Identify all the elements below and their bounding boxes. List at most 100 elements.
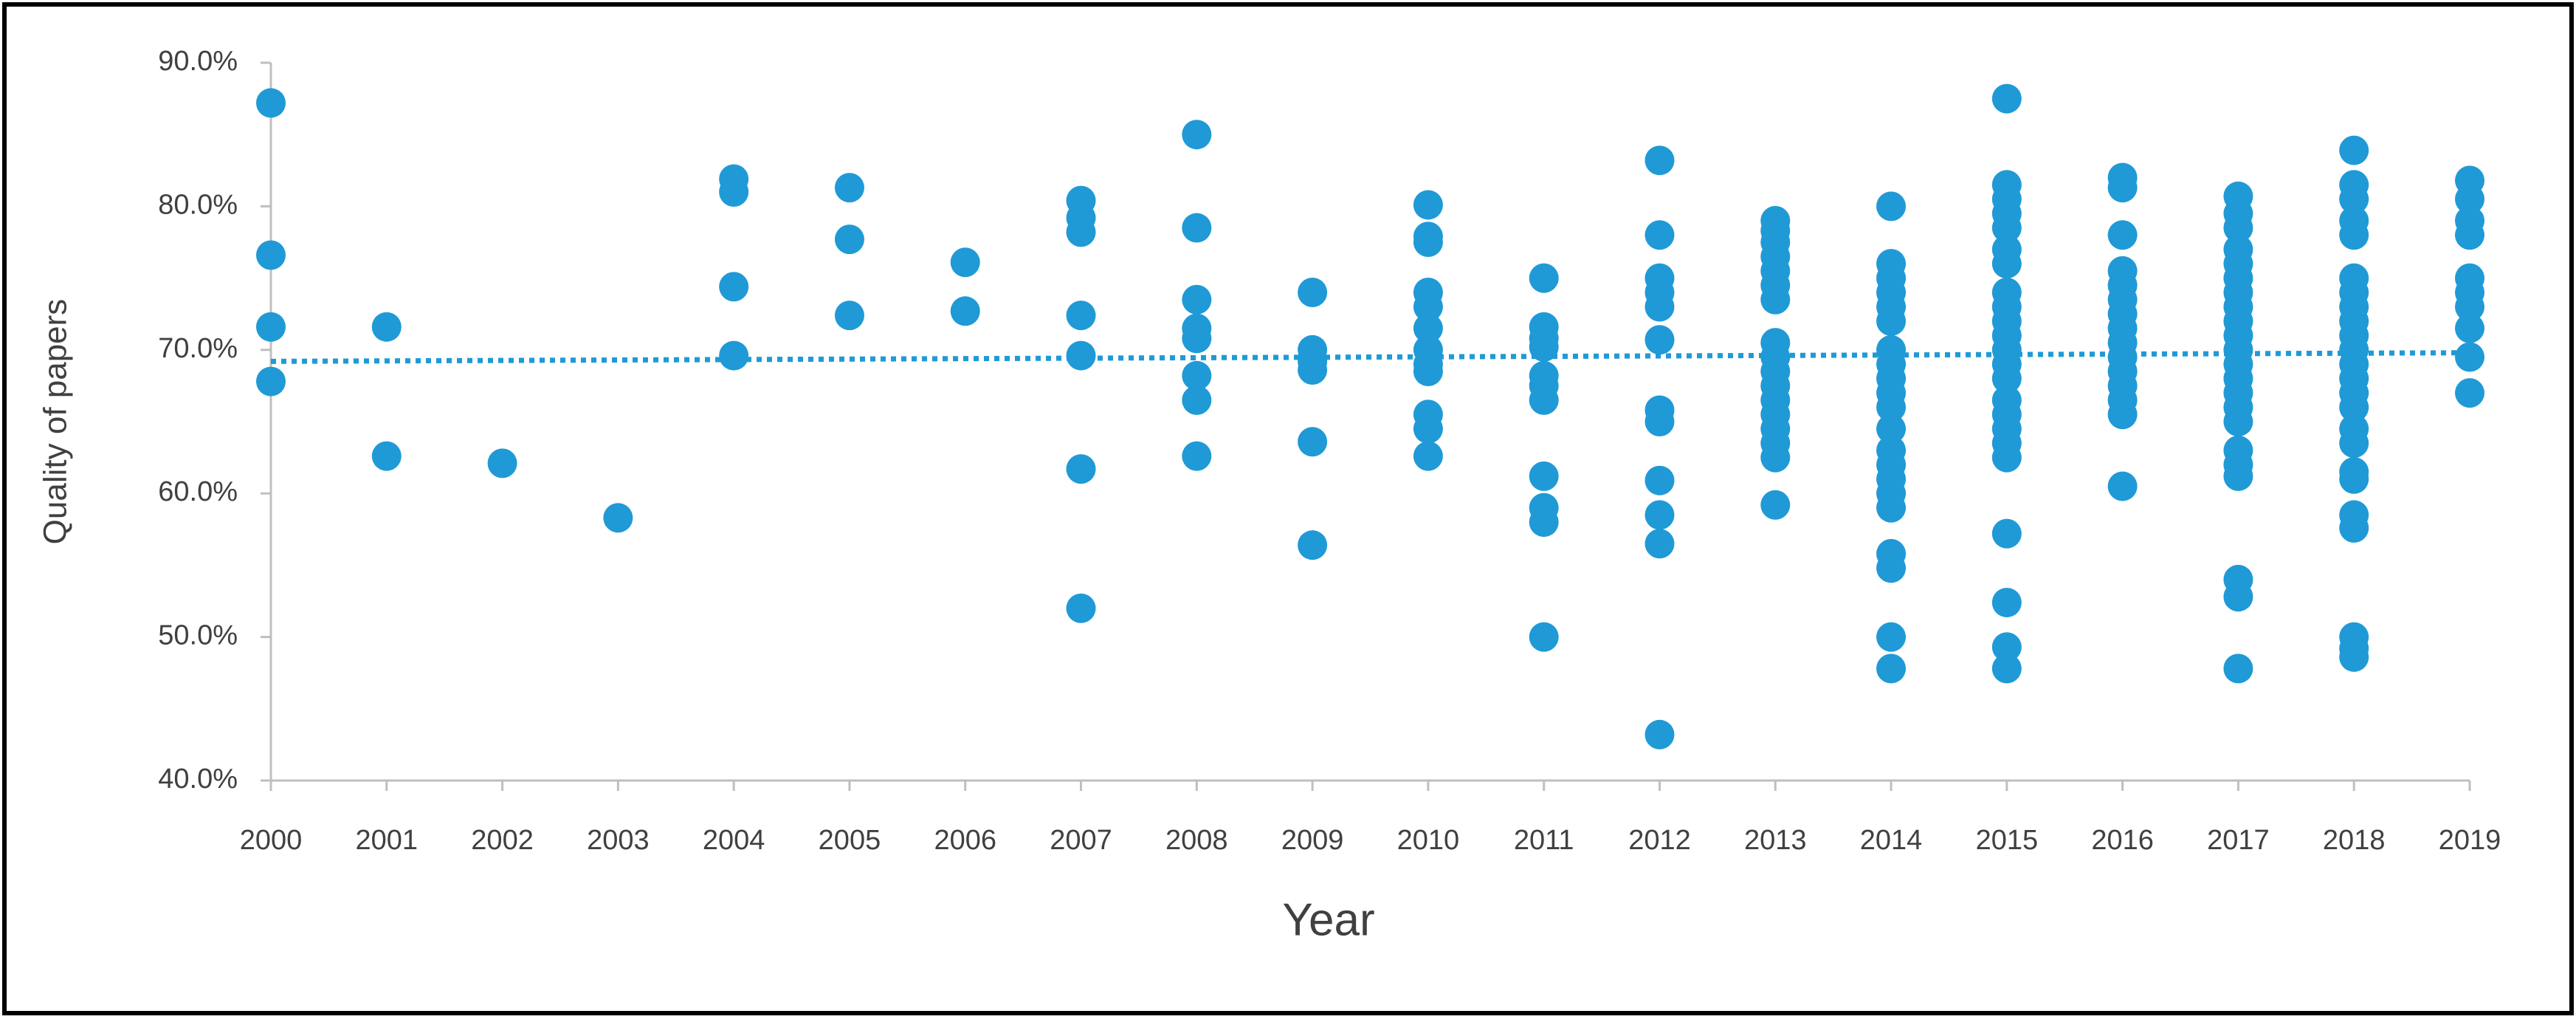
y-axis-label: Quality of papers: [38, 299, 74, 545]
point: [2339, 428, 2369, 459]
point: [834, 224, 864, 255]
point: [2339, 512, 2369, 543]
point: [1298, 278, 1328, 308]
x-tick-label: 2016: [2091, 825, 2154, 856]
y-tick-label: 80.0%: [158, 189, 238, 220]
point: [1413, 414, 1443, 444]
x-tick-label: 2013: [1744, 825, 1807, 856]
x-tick-label: 2006: [934, 825, 996, 856]
x-tick-label: 2010: [1397, 825, 1460, 856]
x-tick-label: 2008: [1165, 825, 1228, 856]
point: [256, 366, 286, 397]
point: [1645, 500, 1675, 530]
x-tick-label: 2009: [1281, 825, 1344, 856]
point: [1529, 385, 1559, 415]
point: [1182, 120, 1212, 150]
point: [1529, 263, 1559, 293]
point: [1182, 385, 1212, 415]
point: [2455, 313, 2484, 343]
point: [1645, 145, 1675, 176]
point: [1298, 530, 1328, 560]
point: [1529, 622, 1559, 652]
y-tick-label: 90.0%: [158, 46, 238, 77]
x-tick-label: 2001: [356, 825, 419, 856]
point: [2107, 173, 2138, 203]
point: [2339, 220, 2369, 250]
x-axis-label: Year: [1282, 894, 1374, 945]
point: [1991, 587, 2022, 617]
point: [2339, 135, 2369, 165]
x-tick-label: 2002: [471, 825, 534, 856]
point: [1182, 360, 1212, 391]
point: [1991, 363, 2022, 394]
point: [2223, 461, 2253, 491]
point: [1991, 83, 2022, 114]
point: [487, 448, 517, 479]
point: [1413, 190, 1443, 220]
point: [256, 240, 286, 270]
point: [1991, 518, 2022, 549]
point: [1991, 632, 2022, 662]
point: [1645, 325, 1675, 355]
point: [1645, 220, 1675, 250]
point: [1991, 654, 2022, 684]
point: [1645, 465, 1675, 495]
point: [1876, 414, 1907, 444]
point: [1182, 213, 1212, 243]
point: [719, 176, 749, 207]
point: [950, 296, 980, 326]
point: [2339, 464, 2369, 494]
point: [950, 247, 980, 278]
point: [2455, 378, 2484, 408]
point: [2455, 342, 2484, 372]
point: [1991, 213, 2022, 243]
y-tick-label: 70.0%: [158, 333, 238, 364]
point: [1182, 323, 1212, 354]
point: [1876, 392, 1907, 422]
point: [2455, 292, 2484, 322]
y-tick-label: 50.0%: [158, 620, 238, 651]
point: [2223, 654, 2253, 684]
point: [2339, 392, 2369, 422]
x-tick-label: 2018: [2323, 825, 2386, 856]
point: [834, 301, 864, 331]
point: [1760, 442, 1791, 473]
x-tick-label: 2005: [819, 825, 881, 856]
point: [1066, 301, 1096, 331]
point: [1413, 441, 1443, 471]
x-tick-label: 2007: [1050, 825, 1112, 856]
point: [1298, 355, 1328, 385]
point: [2223, 407, 2253, 436]
point: [256, 88, 286, 118]
point: [1876, 493, 1907, 523]
point: [719, 340, 749, 371]
point: [2223, 213, 2253, 243]
point: [2223, 582, 2253, 612]
point: [371, 312, 402, 342]
trendline: [270, 350, 2470, 364]
point: [1413, 227, 1443, 257]
point: [1876, 191, 1907, 222]
point: [1182, 441, 1212, 471]
x-tick-label: 2015: [1976, 825, 2039, 856]
point: [2107, 399, 2138, 430]
point: [1991, 249, 2022, 279]
point: [2339, 184, 2369, 214]
point: [1413, 356, 1443, 386]
point: [2107, 220, 2138, 250]
point: [1298, 427, 1328, 457]
x-tick-label: 2012: [1628, 825, 1691, 856]
point: [256, 312, 286, 342]
point: [2455, 220, 2484, 250]
y-tick-label: 60.0%: [158, 476, 238, 507]
point: [1991, 442, 2022, 473]
point: [1876, 622, 1907, 652]
x-tick-label: 2003: [587, 825, 650, 856]
point: [603, 503, 633, 533]
point: [1529, 507, 1559, 538]
point: [1066, 454, 1096, 484]
point: [719, 272, 749, 302]
point: [371, 441, 402, 471]
